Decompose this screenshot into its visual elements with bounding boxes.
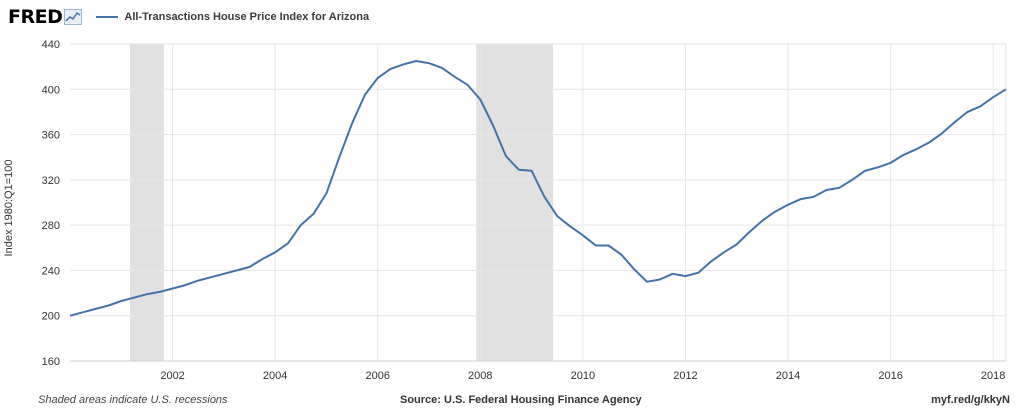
recession-note: Shaded areas indicate U.S. recessions [38,394,228,406]
y-tick-label: 200 [42,311,60,323]
x-tick-label: 2014 [776,370,800,382]
y-tick-label: 400 [42,84,60,96]
source-text: Source: U.S. Federal Housing Finance Age… [400,394,642,406]
legend-series-label[interactable]: All-Transactions House Price Index for A… [124,11,370,23]
x-tick-label: 2018 [981,370,1005,382]
y-tick-label: 240 [42,265,60,277]
fred-logo[interactable]: FRED [8,6,83,28]
chart-legend: All-Transactions House Price Index for A… [96,11,369,23]
series-line [69,60,1007,317]
x-tick-label: 2006 [365,370,389,382]
recession-band [130,44,164,361]
fred-logo-chart-icon [64,9,83,25]
y-tick-label: 160 [42,356,60,368]
fred-logo-text: FRED [8,6,63,28]
y-axis-label: Index 1980:Q1=100 [3,160,15,257]
short-link[interactable]: myf.red/g/kkyN [931,394,1010,406]
chart-header: FRED All-Transactions House Price Index … [8,4,369,30]
x-tick-label: 2004 [263,370,287,382]
x-tick-label: 2012 [673,370,697,382]
recession-band [476,44,554,361]
x-tick-label: 2002 [160,370,184,382]
x-tick-label: 2010 [571,370,595,382]
x-tick-label: 2008 [468,370,492,382]
y-tick-label: 440 [42,39,60,51]
x-tick-label: 2016 [878,370,902,382]
legend-line-swatch [96,16,119,18]
y-tick-label: 320 [42,175,60,187]
y-tick-label: 360 [42,130,60,142]
y-tick-label: 280 [42,220,60,232]
